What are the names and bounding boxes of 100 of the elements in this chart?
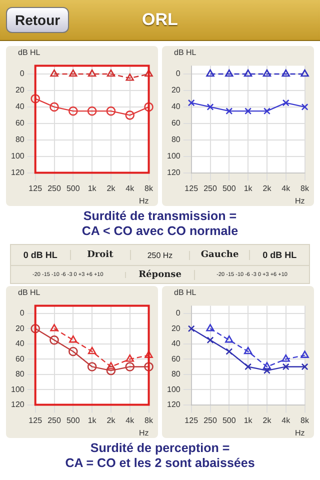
text: CA = CO et les 2 sont abaissées [64, 456, 256, 471]
point [106, 366, 116, 376]
y-tick-label: 100 [166, 384, 181, 394]
y-tick-label: 120 [166, 168, 181, 178]
point [126, 354, 134, 362]
x-tick-label: 1k [244, 184, 254, 193]
y-tick-label: 20 [15, 324, 25, 333]
x-tick-label: 8k [300, 416, 310, 425]
y-tick-label: 100 [10, 152, 25, 161]
point [106, 362, 116, 370]
point [263, 367, 270, 374]
point [50, 69, 58, 77]
point [126, 73, 134, 81]
point [68, 346, 78, 356]
text: CA < CO avec CO normale [80, 224, 240, 239]
point [125, 362, 135, 372]
x-tick-label: 2k [262, 416, 272, 425]
point [301, 103, 308, 110]
y-tick-label: 40 [15, 339, 25, 348]
point [206, 336, 214, 344]
point [87, 106, 97, 116]
y-tick-label: 80 [171, 370, 181, 379]
x-tick-label: 8k [300, 184, 310, 193]
x-tick-label: 2k [262, 184, 272, 193]
text: 250 Hz [130, 250, 190, 260]
text: Gauche [190, 250, 250, 260]
point [206, 103, 214, 110]
point [282, 354, 290, 362]
point [226, 108, 233, 115]
text: Surdité de transmission = [82, 209, 238, 224]
y-tick-label: 60 [171, 118, 181, 128]
point [50, 102, 59, 112]
point [188, 99, 195, 106]
x-tick-label: 500 [222, 184, 236, 193]
point [206, 324, 214, 332]
point [144, 102, 154, 112]
x-tick-label: 125 [28, 184, 43, 193]
y-tick-label: 100 [166, 152, 181, 161]
point [282, 363, 290, 370]
y-tick-label: 0 [20, 308, 25, 318]
y-axis-title: dB HL [173, 288, 198, 298]
point [30, 94, 40, 104]
point [301, 363, 308, 370]
point [206, 69, 214, 77]
point [244, 363, 252, 370]
x-tick-label: 250 [48, 416, 62, 425]
y-tick-label: 20 [171, 324, 181, 333]
y-tick-label: 0 [20, 69, 25, 78]
y-tick-label: 120 [10, 400, 25, 410]
x-tick-label: 8k [144, 184, 154, 193]
y-axis-title: dB HL [17, 288, 42, 298]
point [144, 362, 154, 372]
point [69, 335, 78, 343]
x-tick-label: 500 [66, 416, 80, 425]
x-tick-label: 500 [222, 416, 236, 425]
point [244, 108, 252, 115]
x-tick-label: 2k [106, 184, 116, 193]
y-tick-label: 40 [171, 339, 181, 348]
y-tick-label: 20 [15, 86, 25, 95]
x-tick-label: 4k [126, 416, 136, 425]
x-tick-label: 2k [106, 416, 116, 425]
text: Droit [70, 250, 131, 260]
y-tick-label: 60 [171, 354, 181, 364]
point [144, 350, 153, 358]
x-tick-label: 250 [204, 416, 218, 425]
x-axis-title: Hz [138, 428, 149, 438]
point [144, 69, 153, 77]
x-tick-label: 1k [88, 416, 98, 425]
x-tick-label: 4k [126, 184, 136, 193]
x-tick-label: 250 [204, 184, 218, 193]
y-tick-label: 0 [176, 308, 181, 318]
point [300, 350, 309, 358]
point [30, 324, 40, 334]
x-tick-label: 125 [184, 416, 199, 425]
point [300, 69, 309, 77]
point [50, 335, 59, 345]
point [68, 106, 78, 116]
x-tick-label: 125 [28, 416, 43, 425]
point [106, 106, 116, 116]
y-tick-label: 20 [171, 86, 181, 95]
x-tick-label: 4k [282, 184, 292, 193]
y-tick-label: 40 [171, 102, 181, 112]
y-axis-title: dB HL [17, 48, 42, 58]
y-tick-label: 60 [15, 354, 25, 364]
text: 0 dB HL [11, 250, 71, 260]
x-tick-label: 1k [88, 184, 98, 193]
text: Réponse [126, 270, 196, 280]
point [282, 69, 290, 77]
point [263, 108, 270, 115]
point [225, 335, 234, 343]
point [262, 362, 272, 370]
y-tick-label: 80 [15, 370, 25, 379]
y-tick-label: 80 [171, 135, 181, 144]
text: Surdité de perception = [89, 441, 231, 456]
point [125, 110, 135, 120]
y-axis-title: dB HL [173, 48, 198, 58]
y-tick-label: 120 [10, 168, 25, 178]
x-axis-title: Hz [138, 196, 149, 206]
point [226, 348, 233, 355]
x-tick-label: 8k [144, 416, 154, 425]
